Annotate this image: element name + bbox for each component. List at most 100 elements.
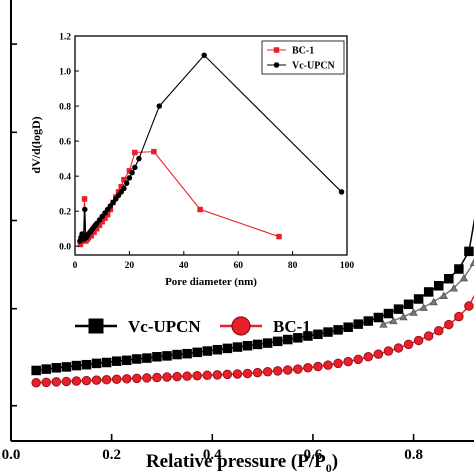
main-data-point <box>61 362 72 372</box>
main-data-point <box>323 360 333 370</box>
main-x-axis-label: Relative pressure (P/P0) <box>146 451 338 474</box>
inset-data-point <box>82 206 88 213</box>
inset-legend-marker <box>273 62 280 68</box>
main-data-point <box>212 344 223 355</box>
main-data-point <box>423 331 434 341</box>
main-data-point <box>121 355 132 366</box>
main-data-point <box>303 331 313 341</box>
inset-data-point <box>115 192 122 199</box>
main-data-point <box>61 376 72 387</box>
inset-x-axis-label: Pore diameter (nm) <box>165 276 257 288</box>
inset-data-point <box>110 199 116 206</box>
main-data-point <box>313 361 323 372</box>
main-x-tick-label: 0.2 <box>102 447 121 463</box>
main-data-point <box>41 377 51 388</box>
inset-data-point <box>99 213 105 220</box>
inset-legend-label: Vc-UPCN <box>292 61 336 72</box>
main-data-point <box>192 347 202 358</box>
main-data-point <box>142 373 152 383</box>
main-legend-marker <box>88 318 104 334</box>
inset-y-tick-label: 0.0 <box>59 243 71 253</box>
inset-data-point <box>151 148 157 155</box>
main-data-point <box>464 246 474 257</box>
main-data-point <box>413 294 424 304</box>
main-x-tick-label: 0.4 <box>203 447 222 463</box>
main-data-point <box>202 346 213 356</box>
main-data-point <box>272 336 283 347</box>
main-series-bc-1 <box>31 294 474 388</box>
main-data-point <box>111 356 122 366</box>
main-series-layer <box>31 218 474 388</box>
main-data-point <box>31 378 41 388</box>
main-data-point <box>343 356 353 367</box>
main-data-point <box>283 334 293 345</box>
main-data-point <box>363 316 374 326</box>
inset-legend: BC-1 Vc-UPCN <box>261 40 345 75</box>
main-data-point <box>333 358 343 369</box>
main-data-point <box>222 343 233 354</box>
inset-data-point <box>276 233 282 240</box>
main-data-point <box>433 281 444 291</box>
main-data-point <box>101 357 112 368</box>
main-data-point <box>283 365 293 375</box>
main-data-point <box>262 367 273 377</box>
inset-data-point <box>104 206 111 213</box>
main-data-point <box>343 322 353 332</box>
main-data-point <box>373 349 384 359</box>
inset-x-tick-label: 40 <box>179 261 189 271</box>
main-legend-marker <box>231 316 251 336</box>
inset-x-tick-label: 80 <box>288 261 298 271</box>
main-data-point <box>464 301 474 311</box>
main-data-point <box>51 363 62 373</box>
main-data-point <box>91 358 102 369</box>
main-data-point <box>454 264 464 274</box>
main-series-vc-upcn <box>31 218 474 376</box>
inset-data-point <box>121 185 127 192</box>
main-data-point <box>393 304 404 314</box>
main-data-point <box>403 299 414 310</box>
inset-data-point <box>107 203 114 209</box>
main-data-point <box>121 374 132 384</box>
main-data-point <box>413 335 424 346</box>
inset-x-tick-label: 20 <box>125 261 135 271</box>
main-data-point <box>31 365 41 376</box>
main-data-point <box>459 273 469 282</box>
inset-ticks: 0 20 40 60 80 100 0.0 0.2 0.4 0.6 0.8 1.0 1.2 <box>59 33 354 272</box>
main-data-point <box>51 377 62 387</box>
inset-y-tick-label: 1.0 <box>59 68 71 78</box>
main-data-point <box>222 369 233 380</box>
main-data-point <box>429 297 438 306</box>
main-data-point <box>152 372 162 383</box>
main-data-point <box>212 370 223 380</box>
main-data-point <box>41 364 51 374</box>
main-legend: Vc-UPCN BC-1 <box>75 316 311 336</box>
main-series-unnamed <box>379 258 474 328</box>
inset-data-point <box>94 220 100 227</box>
main-data-point <box>383 346 394 356</box>
main-data-point <box>252 339 263 350</box>
main-data-point <box>232 369 243 379</box>
main-data-point <box>132 373 142 384</box>
main-x-axis-label-close: ) <box>332 451 338 472</box>
inset-data-point <box>156 103 163 109</box>
main-data-point <box>373 312 384 323</box>
main-legend-item-vc-upcn: Vc-UPCN <box>75 317 201 336</box>
main-data-point <box>433 326 444 336</box>
main-data-point <box>389 316 398 325</box>
main-data-point <box>303 363 313 373</box>
main-data-point <box>71 360 82 371</box>
inset-data-point <box>129 169 135 176</box>
main-data-point <box>182 371 192 381</box>
main-data-point <box>439 291 448 300</box>
main-data-point <box>379 320 388 328</box>
main-data-point <box>383 308 394 319</box>
main-data-point <box>399 312 408 321</box>
main-data-point <box>313 329 323 340</box>
inset-data-point <box>81 196 88 202</box>
inset-data-point <box>132 164 138 171</box>
main-data-point <box>454 311 464 322</box>
inset-y-tick-label: 0.2 <box>59 208 71 218</box>
main-x-axis-label-subscript: 0 <box>326 461 332 474</box>
inset-data-point <box>338 189 345 195</box>
